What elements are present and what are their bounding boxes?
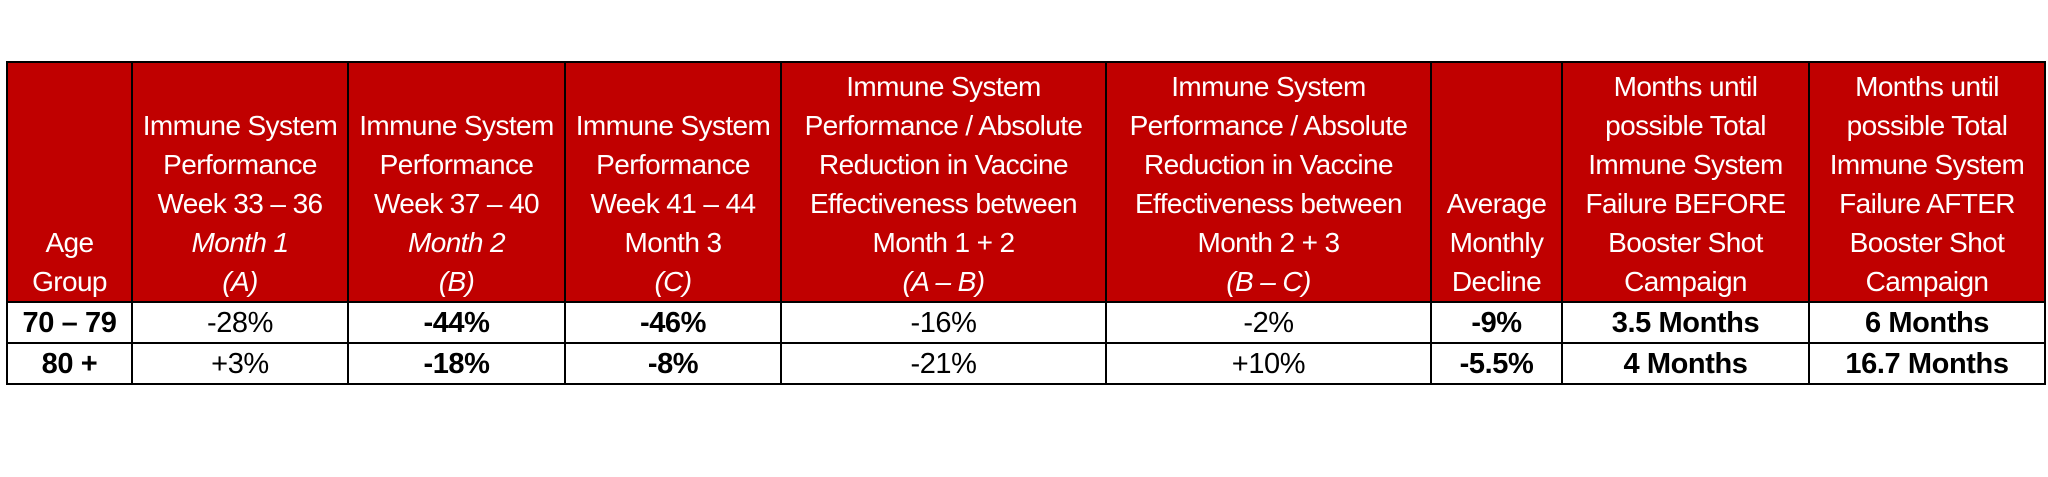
header-text: (B – C) (1226, 266, 1311, 297)
header-cell: Months until possible Total Immune Syste… (1808, 61, 2046, 303)
header-text: Immune System Performance Week 37 – 40 (359, 110, 554, 219)
header-text: Immune System Performance Week 33 – 36 (142, 110, 338, 219)
header-cell: Immune System Performance Week 33 – 36 Mo… (131, 61, 349, 303)
header-cell: Months until possible Total Immune Syste… (1561, 61, 1810, 303)
table-cell: +3% (131, 342, 349, 385)
table-row: 80 + +3% -18% -8% -21% +10% -5.5% 4 Months 16.7 … (6, 342, 2046, 385)
header-row: Age Group Immune System Performance Week … (6, 61, 2046, 303)
header-cell: Average Monthly Decline (1430, 61, 1563, 303)
table-cell: 70 – 79 (6, 301, 133, 344)
header-cell: Immune System Performance Week 37 – 40 Mo… (347, 61, 566, 303)
table-cell: 16.7 Months (1808, 342, 2046, 385)
header-text: Immune System Performance / Absolute Red… (1129, 71, 1408, 258)
table-cell: 3.5 Months (1561, 301, 1810, 344)
header-cell: Immune System Performance / Absolute Red… (780, 61, 1107, 303)
table-cell: +10% (1105, 342, 1432, 385)
table-cell: -28% (131, 301, 349, 344)
header-cell: Age Group (6, 61, 133, 303)
table-cell: -8% (564, 342, 782, 385)
header-text: Month 3 (624, 227, 723, 258)
table-cell: -46% (564, 301, 782, 344)
table-cell: 4 Months (1561, 342, 1810, 385)
table-cell: 80 + (6, 342, 133, 385)
header-text: (B) (438, 266, 475, 297)
header-text: Month 1 (191, 227, 290, 258)
data-table: Age Group Immune System Performance Week … (6, 61, 2046, 385)
table-cell: -18% (347, 342, 566, 385)
header-text: Average Monthly Decline (1446, 188, 1547, 297)
header-text: (A – B) (902, 266, 986, 297)
table-cell: -21% (780, 342, 1107, 385)
table-cell: -16% (780, 301, 1107, 344)
table-row: 70 – 79 -28% -44% -46% -16% -2% -9% 3.5 Months 6… (6, 301, 2046, 344)
table-cell: -44% (347, 301, 566, 344)
table-cell: 6 Months (1808, 301, 2046, 344)
header-text: Immune System Performance Week 41 – 44 (575, 110, 771, 219)
header-text: Months until possible Total Immune Syste… (1585, 71, 1786, 297)
header-text: (C) (654, 266, 692, 297)
header-cell: Immune System Performance Week 41 – 44 Mo… (564, 61, 782, 303)
header-text: Month 2 (408, 227, 506, 258)
table-cell: -9% (1430, 301, 1563, 344)
header-text: Months until possible Total Immune Syste… (1829, 71, 2025, 297)
header-text: Age Group (32, 227, 107, 297)
table-cell: -2% (1105, 301, 1432, 344)
table-cell: -5.5% (1430, 342, 1563, 385)
header-cell: Immune System Performance / Absolute Red… (1105, 61, 1432, 303)
table-body: 70 – 79 -28% -44% -46% -16% -2% -9% 3.5 Months 6… (6, 301, 2046, 385)
header-text: (A) (222, 266, 258, 297)
header-text: Immune System Performance / Absolute Red… (804, 71, 1083, 258)
